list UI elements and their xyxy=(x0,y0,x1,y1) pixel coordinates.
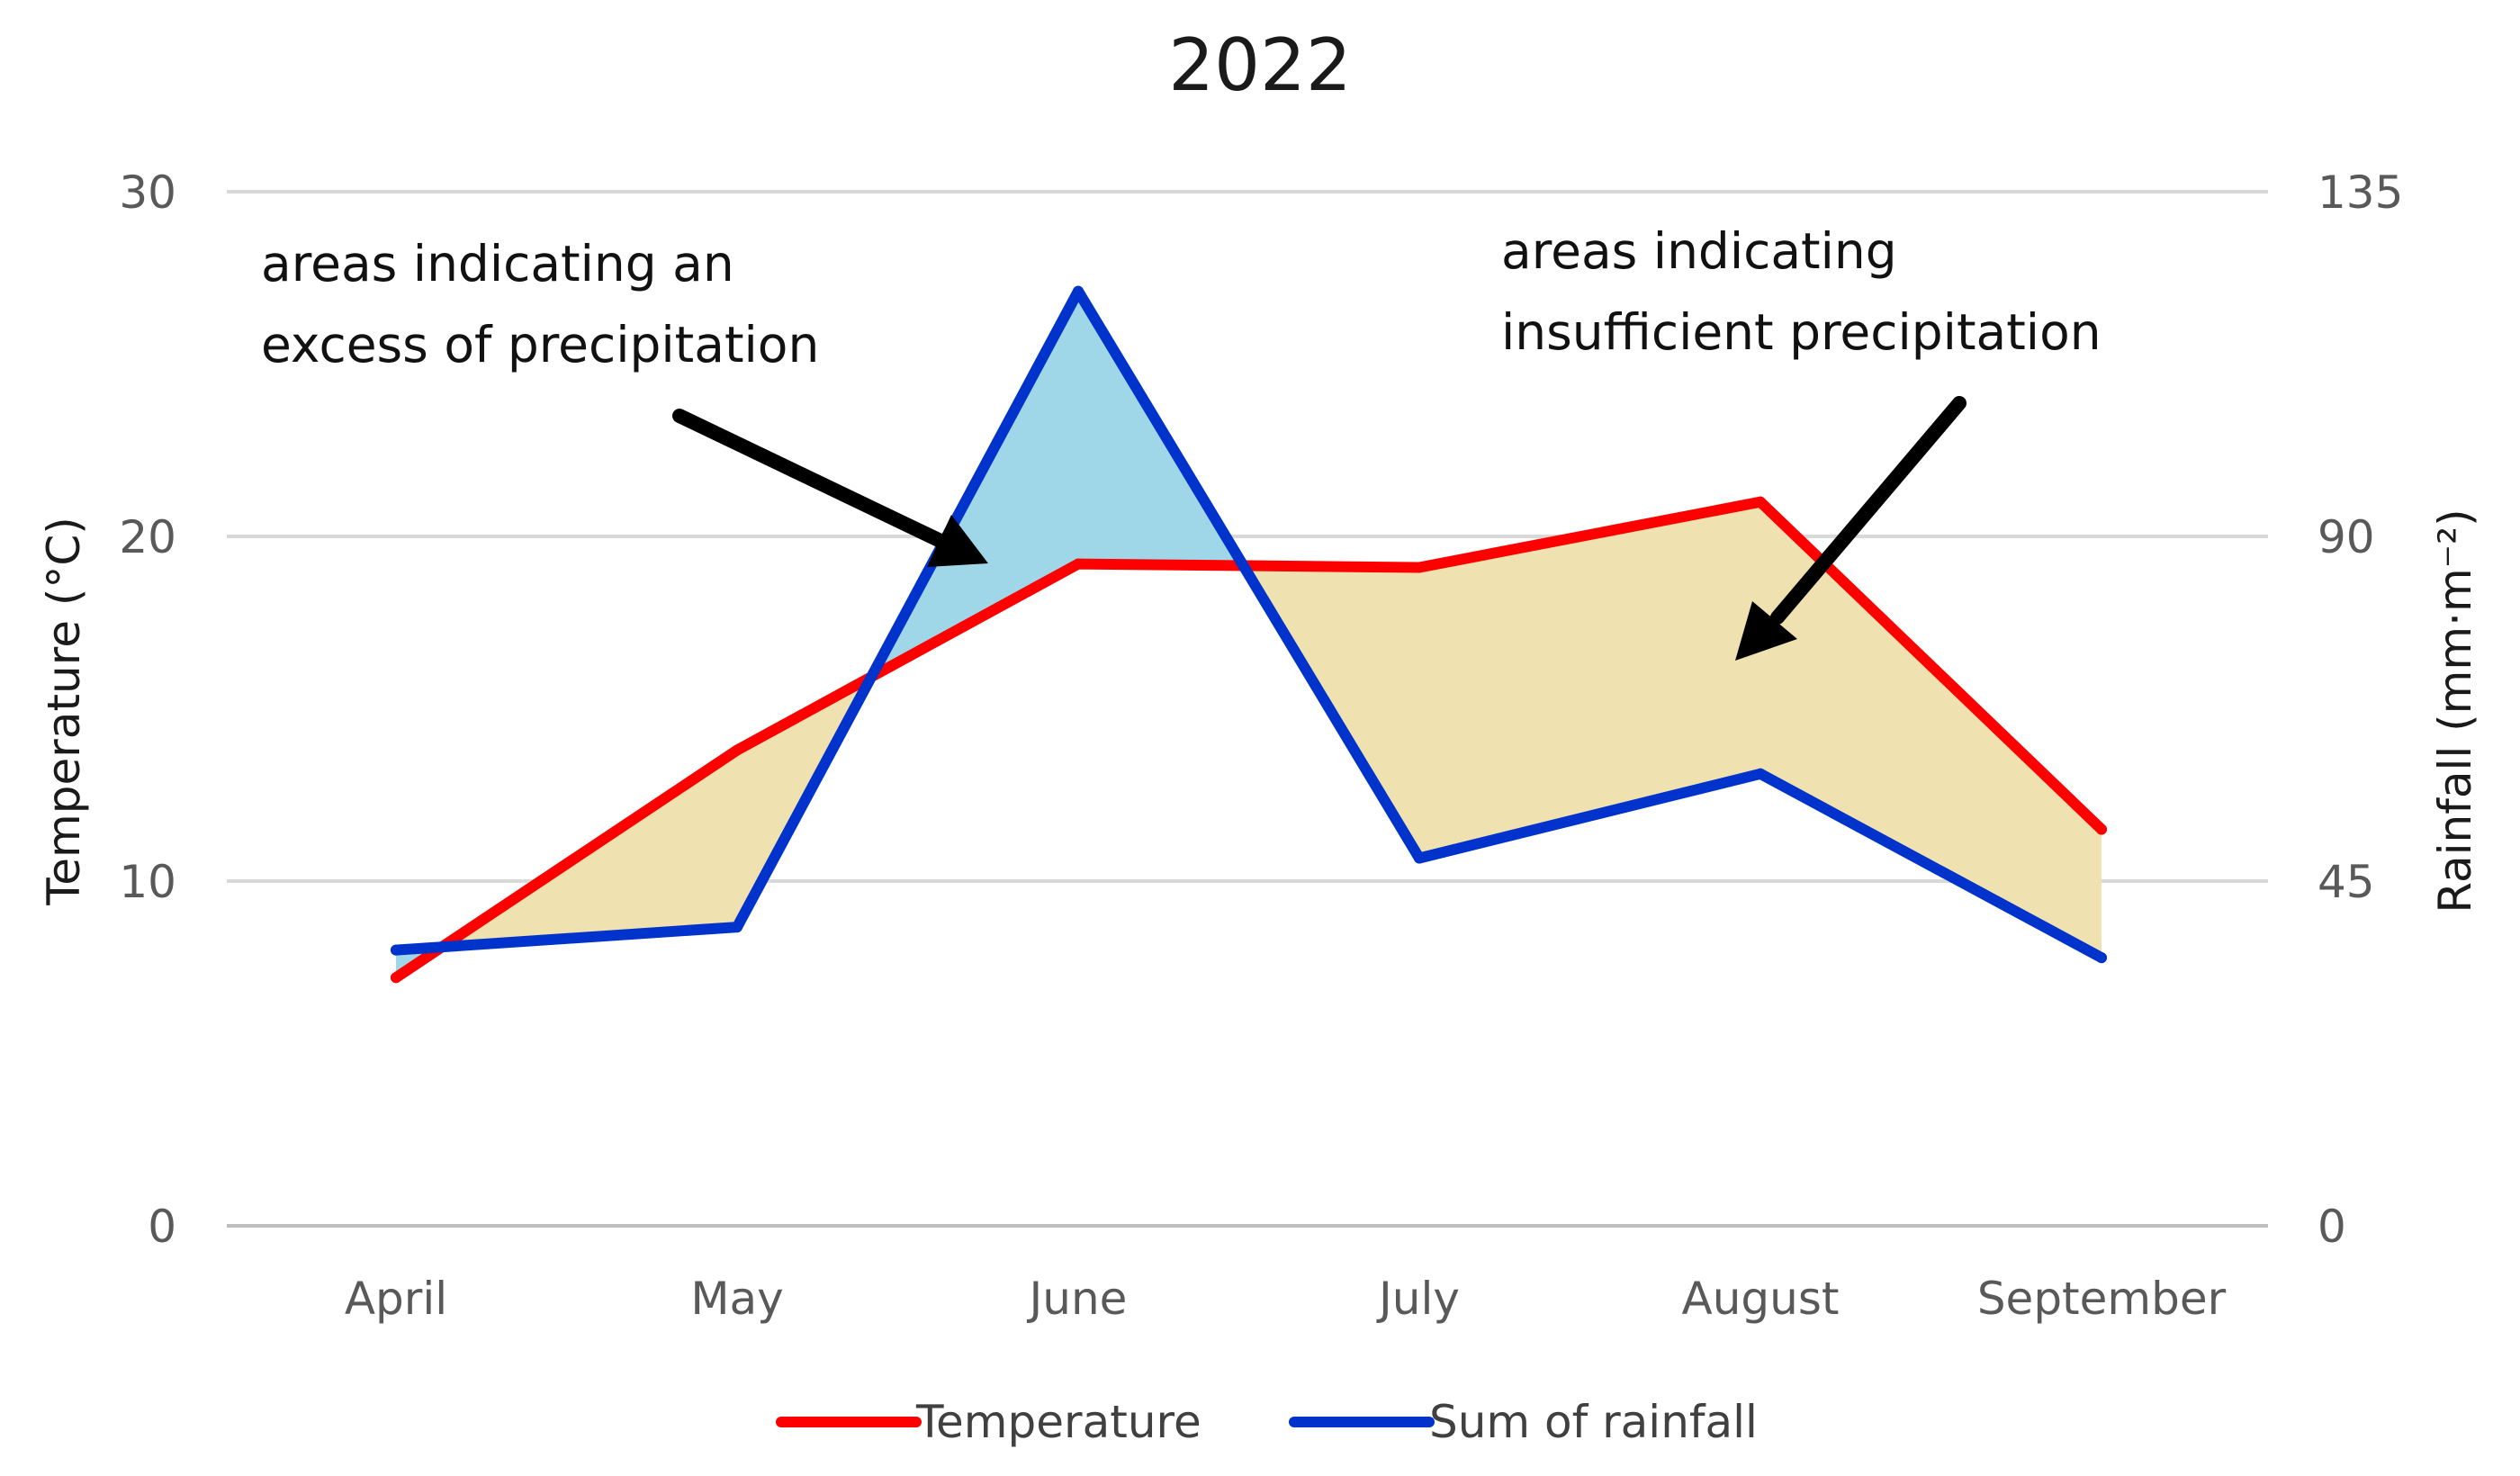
y-tick-label: 20 xyxy=(119,511,176,563)
legend: Temperature Sum of rainfall xyxy=(776,1396,1758,1448)
y-tick-label: 30 xyxy=(119,166,176,219)
y-tick-label: 0 xyxy=(148,1201,176,1253)
temperature-point xyxy=(1414,562,1425,573)
y-tick-label: 10 xyxy=(119,856,176,908)
y2-axis-title: Rainfall (mm·m⁻²) xyxy=(2429,508,2481,913)
x-tick-label: August xyxy=(1682,1273,1840,1325)
annotation-deficit: areas indicating insufficient precipitat… xyxy=(1501,222,2102,661)
rainfall-point xyxy=(732,922,742,933)
annotation-deficit-arrow xyxy=(1770,396,1966,625)
annotation-excess-line-2: excess of precipitation xyxy=(261,316,819,374)
precipitation-area-fills xyxy=(396,291,2102,978)
y-axis-title: Temperature (°C) xyxy=(38,517,90,906)
y2-tick-label: 90 xyxy=(2318,511,2375,563)
temperature-point xyxy=(2096,824,2107,835)
temperature-point xyxy=(1755,496,1766,508)
annotation-excess-arrowhead xyxy=(927,515,988,567)
left-axis-ticks: 0 10 20 30 xyxy=(119,166,176,1253)
chart-title: 2022 xyxy=(1168,23,1352,107)
annotation-excess-arrow xyxy=(672,409,948,548)
excess-precipitation-area xyxy=(871,291,1244,678)
rainfall-point xyxy=(391,944,401,956)
legend-temperature-label: Temperature xyxy=(915,1396,1202,1448)
annotation-deficit-line-1: areas indicating xyxy=(1501,222,1897,280)
x-axis-ticks: April May June July August September xyxy=(345,1273,2227,1325)
rainfall-point xyxy=(1755,768,1766,779)
rainfall-point xyxy=(1073,285,1084,297)
x-tick-label: July xyxy=(1376,1273,1460,1325)
temperature-point xyxy=(732,744,742,756)
annotation-excess-line-1: areas indicating an xyxy=(261,235,734,292)
annotation-excess: areas indicating an excess of precipitat… xyxy=(261,235,988,567)
temperature-point xyxy=(391,972,401,984)
legend-rainfall-label: Sum of rainfall xyxy=(1429,1396,1758,1448)
annotation-deficit-arrowhead xyxy=(1735,601,1797,661)
right-axis-ticks: 0 45 90 135 xyxy=(2318,166,2403,1253)
x-tick-label: May xyxy=(690,1273,783,1325)
x-tick-label: June xyxy=(1027,1273,1128,1325)
temperature-point xyxy=(1073,558,1084,570)
rainfall-line xyxy=(391,285,2107,964)
rainfall-point xyxy=(1414,852,1425,864)
annotation-deficit-line-2: insufficient precipitation xyxy=(1501,303,2102,361)
y2-tick-label: 0 xyxy=(2318,1201,2346,1253)
series-lines xyxy=(391,285,2107,984)
y2-tick-label: 45 xyxy=(2318,856,2375,908)
rainfall-point xyxy=(2096,952,2107,964)
y2-tick-label: 135 xyxy=(2318,166,2403,219)
x-tick-label: April xyxy=(345,1273,447,1325)
x-tick-label: September xyxy=(1977,1273,2227,1325)
